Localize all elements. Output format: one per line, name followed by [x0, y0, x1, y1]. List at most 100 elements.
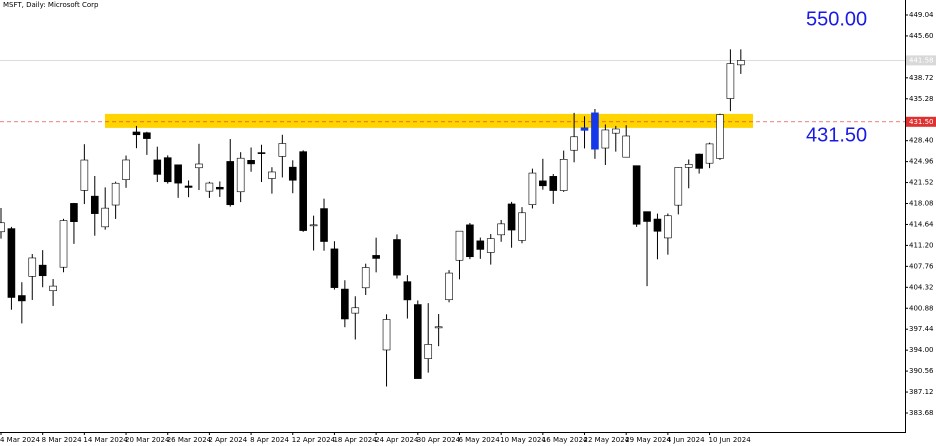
x-tick-label: 2 Apr 2024	[208, 436, 247, 444]
candle-body	[205, 182, 214, 192]
candle-body	[59, 220, 68, 268]
y-tick-label: 414.64	[909, 220, 934, 228]
y-tick-label: 404.32	[909, 283, 934, 291]
candle-body	[622, 135, 631, 158]
candle-body	[0, 222, 5, 233]
candle-body	[476, 240, 485, 250]
candle-body	[288, 166, 297, 181]
chart-title: MSFT, Daily: Microsoft Corp	[3, 1, 99, 9]
candle-body	[497, 223, 505, 236]
candle-body	[559, 159, 568, 191]
candle-body	[674, 167, 683, 206]
candle-body	[38, 264, 47, 277]
candle-body	[382, 319, 391, 351]
y-tick-label: 438.72	[909, 74, 934, 82]
y-tick-label: 387.12	[909, 388, 934, 396]
candle-body	[445, 272, 453, 301]
x-tick-label: 12 Apr 2024	[292, 436, 336, 444]
candle-body	[601, 129, 610, 149]
candle-body	[570, 136, 578, 151]
candle-body	[737, 60, 745, 66]
annotation: 431.50	[806, 124, 867, 146]
candle-body	[643, 211, 651, 222]
y-tick-label: 397.44	[909, 325, 934, 333]
y-tick-label: 383.68	[909, 409, 934, 417]
candle-body	[486, 238, 495, 253]
candle-body	[632, 165, 641, 225]
candle-body	[153, 159, 162, 175]
candle-body	[184, 185, 193, 188]
candle-body	[413, 304, 422, 379]
candle-body	[122, 159, 130, 180]
y-tick-label: 390.56	[909, 367, 934, 375]
level-label-bg	[906, 116, 936, 127]
candle-body	[7, 228, 16, 298]
x-tick-label: 24 Apr 2024	[375, 436, 419, 444]
candle-body	[518, 212, 526, 241]
y-tick-label: 424.96	[909, 158, 934, 166]
candle-body	[80, 159, 89, 191]
x-tick-label: 22 May 2024	[584, 436, 630, 444]
annotation: 550.00	[806, 8, 867, 30]
y-tick-label: 418.08	[909, 200, 934, 208]
candle-body	[216, 186, 224, 190]
candle-body	[705, 143, 714, 164]
candle-body	[195, 163, 203, 169]
y-tick-label: 407.76	[909, 262, 934, 270]
candle-body	[163, 157, 172, 183]
candle-body	[695, 153, 703, 169]
x-tick-label: 26 Mar 2024	[167, 436, 212, 444]
candle-body	[580, 127, 589, 131]
candle-body	[351, 307, 360, 314]
candle-body	[330, 248, 339, 288]
last-price-label-bg	[906, 55, 936, 66]
candle-body	[716, 114, 724, 159]
candle-body	[684, 163, 693, 168]
x-tick-label: 29 May 2024	[625, 436, 671, 444]
y-tick-label: 411.20	[909, 241, 934, 249]
candle-body	[361, 267, 370, 289]
y-tick-label: 421.52	[909, 179, 934, 187]
x-tick-label: 4 Mar 2024	[0, 436, 40, 444]
candle-body	[28, 257, 37, 277]
candle-body	[653, 218, 662, 232]
candle-body	[247, 160, 255, 165]
candle-body	[664, 215, 672, 239]
y-tick-label: 445.60	[909, 32, 934, 40]
y-tick-label: 428.40	[909, 137, 934, 145]
y-tick-label: 400.88	[909, 304, 934, 312]
candle-body	[143, 132, 151, 139]
x-tick-label: 14 Mar 2024	[83, 436, 128, 444]
candle-body	[393, 239, 401, 276]
candle-body	[236, 157, 245, 193]
x-tick-label: 8 Apr 2024	[250, 436, 289, 444]
candle-body	[403, 281, 412, 301]
x-tick-label: 8 Mar 2024	[42, 436, 82, 444]
candle-body	[309, 224, 318, 227]
candle-body	[90, 195, 99, 214]
x-tick-label: 20 Mar 2024	[125, 436, 170, 444]
x-tick-label: 16 May 2024	[542, 436, 588, 444]
x-tick-label: 30 Apr 2024	[417, 436, 461, 444]
candle-body	[49, 285, 57, 292]
y-tick-label: 449.04	[909, 11, 934, 19]
candle-body	[539, 180, 547, 187]
x-tick-label: 10 Jun 2024	[709, 436, 752, 444]
candle-body	[18, 295, 26, 302]
candle-body	[455, 230, 464, 261]
candle-body	[372, 255, 380, 259]
candle-body	[424, 344, 433, 359]
last-price-label: 441.58	[909, 56, 934, 64]
candle-body	[341, 288, 349, 320]
candle-body	[226, 161, 235, 206]
candle-body	[320, 208, 328, 242]
candle-body	[528, 172, 537, 205]
candle-body	[507, 203, 516, 231]
candle-body	[101, 207, 109, 228]
y-tick-label: 394.00	[909, 346, 934, 354]
candle-body	[70, 203, 78, 222]
candle-body	[591, 112, 599, 150]
candle-body	[257, 152, 266, 154]
x-tick-label: 10 May 2024	[500, 436, 546, 444]
